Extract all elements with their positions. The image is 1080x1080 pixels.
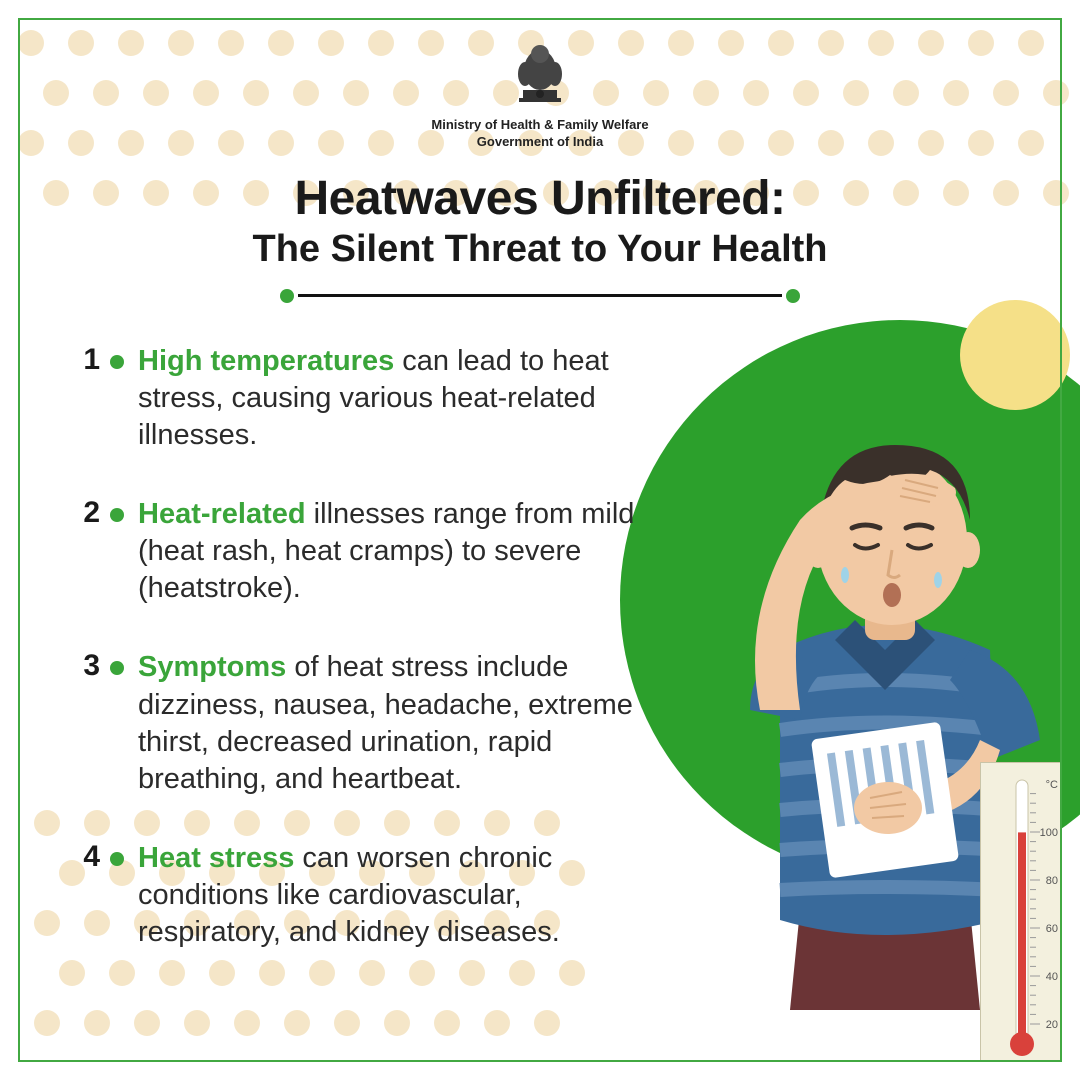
list-item: 3 Symptoms of heat stress include dizzine… <box>70 649 640 797</box>
svg-text:40: 40 <box>1046 971 1058 983</box>
item-number: 2 <box>70 496 100 529</box>
ministry-line-2: Government of India <box>0 134 1080 151</box>
item-number: 1 <box>70 343 100 376</box>
item-highlight: Symptoms <box>138 651 286 683</box>
item-text: Heat stress can worsen chronic condition… <box>138 840 640 951</box>
ministry-line-1: Ministry of Health & Family Welfare <box>0 117 1080 134</box>
header: Ministry of Health & Family Welfare Gove… <box>0 0 1080 151</box>
svg-text:80: 80 <box>1046 875 1058 887</box>
title-main: Heatwaves Unfiltered: <box>0 171 1080 226</box>
item-highlight: Heat-related <box>138 498 306 530</box>
svg-text:°C: °C <box>1046 779 1058 791</box>
item-number: 4 <box>70 840 100 873</box>
emblem-icon <box>513 36 567 106</box>
title-divider <box>280 289 800 303</box>
item-text: Symptoms of heat stress include dizzines… <box>138 649 640 797</box>
item-bullet <box>110 355 124 369</box>
list-item: 4 Heat stress can worsen chronic conditio… <box>70 840 640 951</box>
list-item: 2 Heat-related illnesses range from mild … <box>70 496 640 607</box>
title-block: Heatwaves Unfiltered: The Silent Threat … <box>0 171 1080 303</box>
item-text: Heat-related illnesses range from mild (… <box>138 496 640 607</box>
content-list: 1 High temperatures can lead to heat stre… <box>0 303 640 951</box>
item-text: High temperatures can lead to heat stres… <box>138 343 640 454</box>
divider-cap-right <box>786 289 800 303</box>
item-bullet <box>110 661 124 675</box>
item-number: 3 <box>70 649 100 682</box>
item-bullet <box>110 508 124 522</box>
list-item: 1 High temperatures can lead to heat stre… <box>70 343 640 454</box>
svg-text:20: 20 <box>1046 1019 1058 1031</box>
divider-line <box>298 294 782 297</box>
divider-cap-left <box>280 289 294 303</box>
item-bullet <box>110 852 124 866</box>
thermometer-icon: °C 100 80 60 40 20 <box>980 762 1062 1062</box>
svg-text:100: 100 <box>1040 827 1058 839</box>
item-highlight: Heat stress <box>138 842 294 874</box>
title-sub: The Silent Threat to Your Health <box>0 228 1080 271</box>
item-highlight: High temperatures <box>138 345 394 377</box>
svg-text:60: 60 <box>1046 923 1058 935</box>
